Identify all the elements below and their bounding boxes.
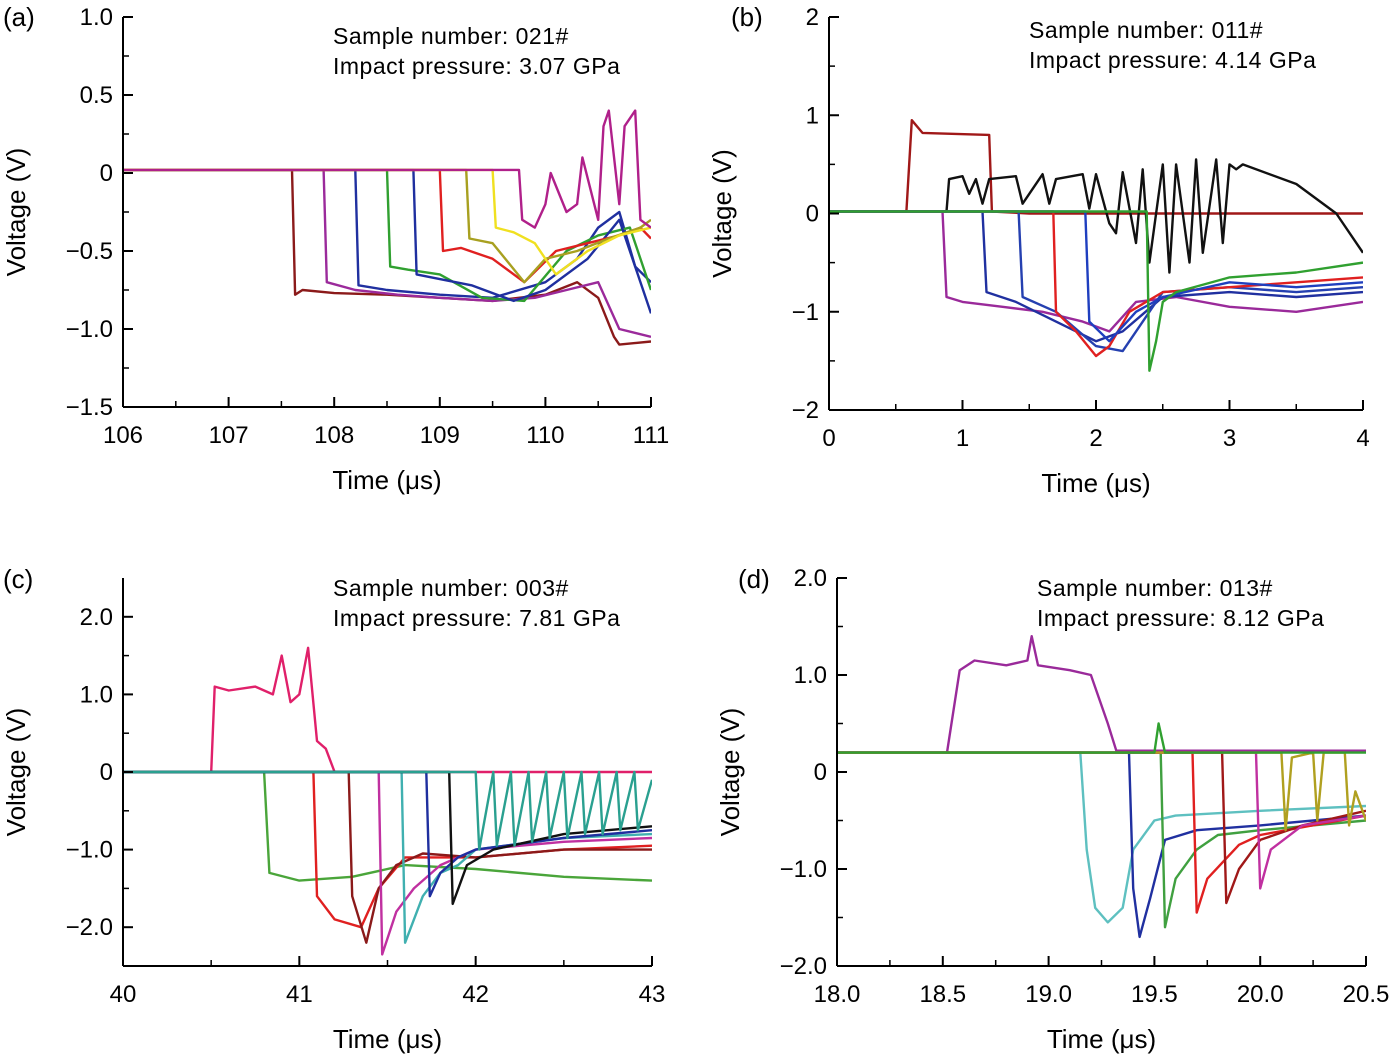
x-tick-label: 1 bbox=[956, 425, 969, 452]
y-tick-label: 0 bbox=[814, 759, 827, 786]
series-line-6 bbox=[123, 770, 652, 944]
series-line-8 bbox=[829, 210, 1363, 372]
series-line-6 bbox=[829, 210, 1363, 358]
y-tick-label: −2.0 bbox=[66, 914, 113, 941]
annotation-line: Sample number: 003# bbox=[333, 575, 569, 601]
annotation-line: Impact pressure: 7.81 GPa bbox=[333, 605, 620, 631]
y-axis-title: Voltage (V) bbox=[1, 148, 31, 277]
y-tick-label: 2.0 bbox=[794, 565, 827, 592]
y-tick-label: −1.0 bbox=[66, 316, 113, 343]
series-line-7 bbox=[123, 770, 652, 898]
series-line-2 bbox=[123, 168, 651, 338]
panel-label: (b) bbox=[731, 2, 763, 32]
series-line-5 bbox=[837, 751, 1366, 914]
y-tick-label: −1.5 bbox=[66, 394, 113, 421]
x-axis-title: Time (μs) bbox=[333, 1024, 442, 1054]
chart-panel-c: 40 41 42 43 −2.0 −1.0 0 1.0 2.0 Time (μs) Voltage … bbox=[1, 564, 665, 1054]
series-line-4 bbox=[829, 210, 1363, 343]
annotation-line: Impact pressure: 3.07 GPa bbox=[333, 53, 620, 79]
y-tick-label: 2.0 bbox=[80, 604, 113, 631]
x-tick-label: 42 bbox=[462, 981, 489, 1008]
x-tick-label: 110 bbox=[526, 422, 564, 449]
y-tick-label: 1.0 bbox=[794, 662, 827, 689]
y-tick-label: 2 bbox=[806, 4, 819, 31]
series-line-2 bbox=[829, 158, 1363, 274]
y-tick-label: −2 bbox=[792, 397, 819, 424]
series-line-3 bbox=[837, 751, 1366, 939]
x-tick-label: 0 bbox=[822, 425, 835, 452]
x-tick-label: 41 bbox=[286, 981, 313, 1008]
series-line-9 bbox=[123, 770, 652, 851]
x-tick-label: 4 bbox=[1356, 425, 1369, 452]
series-line-4 bbox=[123, 770, 652, 944]
y-tick-label: −1 bbox=[792, 299, 819, 326]
y-tick-label: 1 bbox=[806, 102, 819, 129]
x-tick-label: 20.0 bbox=[1237, 981, 1284, 1008]
y-tick-label: −2.0 bbox=[780, 953, 827, 980]
x-tick-label: 109 bbox=[420, 422, 460, 449]
series-line-1 bbox=[837, 635, 1366, 754]
y-tick-label: 0.5 bbox=[80, 82, 113, 109]
chart-panel-a: 106 107 108 109 110 111 −1.5 −1.0 −0.5 0 0.5 1.0 Tim… bbox=[1, 2, 669, 495]
series-line-3 bbox=[829, 210, 1363, 333]
x-tick-label: 2 bbox=[1089, 425, 1102, 452]
x-tick-label: 19.5 bbox=[1131, 981, 1178, 1008]
series-line-4 bbox=[123, 168, 651, 303]
y-tick-label: 0 bbox=[100, 160, 113, 187]
series-line-1 bbox=[123, 646, 652, 774]
x-axis-title: Time (μs) bbox=[1047, 1024, 1156, 1054]
x-axis-title: Time (μs) bbox=[332, 465, 441, 495]
y-tick-label: −0.5 bbox=[66, 238, 113, 265]
y-axis-title: Voltage (V) bbox=[715, 708, 745, 837]
annotation-line: Impact pressure: 8.12 GPa bbox=[1037, 605, 1324, 631]
x-tick-label: 19.0 bbox=[1025, 981, 1072, 1008]
x-tick-label: 18.0 bbox=[814, 981, 861, 1008]
series-line-5 bbox=[123, 770, 652, 956]
series-line-2 bbox=[123, 770, 652, 882]
y-axis-title: Voltage (V) bbox=[707, 149, 737, 278]
annotation-line: Impact pressure: 4.14 GPa bbox=[1029, 47, 1316, 73]
panel-label: (a) bbox=[3, 2, 35, 32]
y-tick-label: 1.0 bbox=[80, 4, 113, 31]
series-line-3 bbox=[123, 168, 651, 299]
series-line-1 bbox=[829, 118, 1363, 215]
panel-label: (d) bbox=[738, 564, 770, 594]
x-tick-label: 106 bbox=[103, 422, 143, 449]
series-group bbox=[123, 646, 652, 956]
chart-panel-d: 18.0 18.5 19.0 19.5 20.0 20.5 −2.0 −1.0 0 1.0 2.0 T… bbox=[715, 564, 1389, 1054]
x-tick-label: 111 bbox=[633, 422, 669, 449]
x-tick-label: 108 bbox=[314, 422, 354, 449]
x-tick-label: 3 bbox=[1223, 425, 1236, 452]
series-line-5 bbox=[829, 210, 1363, 353]
y-tick-label: −1.0 bbox=[780, 856, 827, 883]
series-group bbox=[837, 635, 1366, 939]
annotation-line: Sample number: 011# bbox=[1029, 17, 1263, 43]
annotation-line: Sample number: 021# bbox=[333, 23, 569, 49]
series-line-7 bbox=[829, 210, 1363, 343]
y-tick-label: 1.0 bbox=[80, 681, 113, 708]
x-tick-label: 43 bbox=[639, 981, 666, 1008]
annotation-line: Sample number: 013# bbox=[1037, 575, 1273, 601]
series-line-9 bbox=[123, 109, 651, 229]
series-line-8 bbox=[123, 168, 651, 276]
panel-label: (c) bbox=[3, 564, 33, 594]
y-tick-label: 0 bbox=[806, 201, 819, 228]
series-group bbox=[829, 118, 1363, 372]
chart-panel-b: 0 1 2 3 4 −2 −1 0 1 2 Time (μs) Voltage (V) (b) Sampl… bbox=[707, 2, 1370, 498]
y-axis-title: Voltage (V) bbox=[1, 708, 31, 837]
x-tick-label: 107 bbox=[209, 422, 249, 449]
series-line-9 bbox=[837, 722, 1366, 754]
y-tick-label: 0 bbox=[100, 759, 113, 786]
series-line-2 bbox=[837, 751, 1366, 924]
series-group bbox=[123, 109, 651, 346]
y-tick-label: −1.0 bbox=[66, 837, 113, 864]
series-line-4 bbox=[837, 751, 1366, 929]
x-tick-label: 40 bbox=[110, 981, 137, 1008]
series-line-8 bbox=[837, 751, 1366, 832]
x-axis-title: Time (μs) bbox=[1041, 468, 1150, 498]
x-tick-label: 18.5 bbox=[919, 981, 966, 1008]
x-tick-label: 20.5 bbox=[1343, 981, 1390, 1008]
